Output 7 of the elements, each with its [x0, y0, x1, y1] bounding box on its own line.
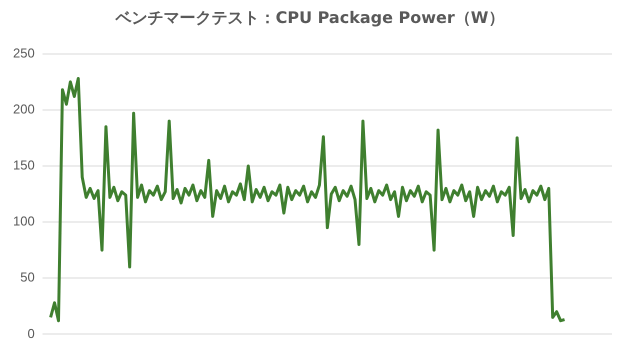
y-tick-label: 0: [27, 326, 35, 341]
y-tick-label: 100: [12, 214, 35, 229]
y-tick-label: 200: [12, 101, 35, 116]
y-tick-label: 250: [12, 45, 35, 60]
chart-title: ベンチマークテスト：CPU Package Power（W）: [114, 8, 506, 29]
y-tick-label: 50: [20, 270, 35, 285]
y-tick-label: 150: [12, 158, 35, 173]
